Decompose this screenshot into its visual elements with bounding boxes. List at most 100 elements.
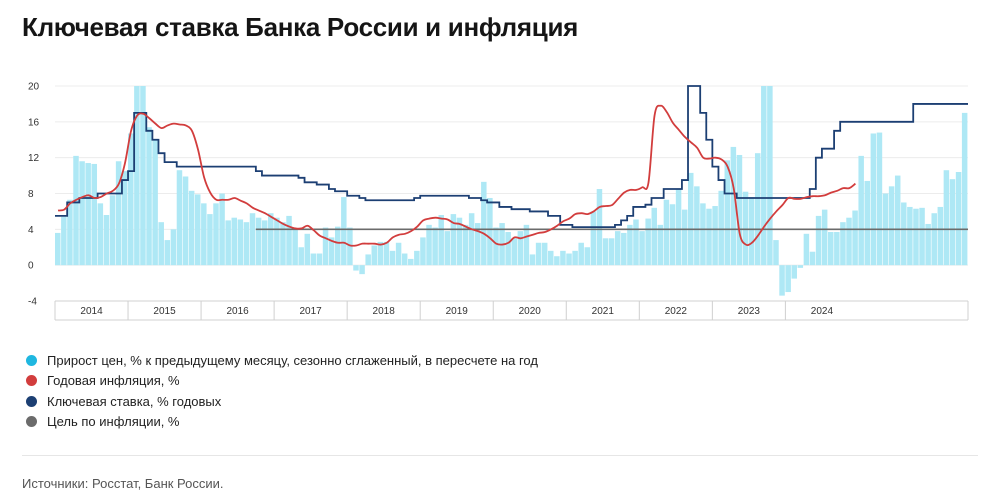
- bar: [742, 191, 749, 266]
- bar: [870, 133, 877, 266]
- bar: [493, 227, 499, 266]
- bar: [724, 160, 731, 266]
- bar: [633, 219, 639, 266]
- x-tick-label: 2020: [519, 306, 542, 317]
- bar: [298, 247, 304, 266]
- bar: [608, 238, 615, 266]
- bar: [487, 197, 493, 266]
- y-axis: -4 0 4 8 12 16 20: [28, 82, 40, 308]
- legend-dot-keyrate: [26, 395, 37, 407]
- legend-dot-monthly: [26, 354, 37, 366]
- bar: [474, 223, 481, 266]
- bar: [115, 161, 122, 266]
- bar: [237, 219, 244, 266]
- bar: [255, 217, 262, 266]
- bar: [280, 222, 286, 266]
- bar: [779, 265, 785, 296]
- bar: [688, 172, 694, 266]
- bar: [700, 203, 706, 266]
- bar: [55, 232, 61, 266]
- bar: [207, 214, 213, 266]
- bar: [669, 204, 676, 266]
- y-tick-label: 8: [28, 189, 34, 200]
- bar: [694, 186, 700, 266]
- bar: [535, 242, 542, 266]
- y-tick-label: 12: [28, 153, 40, 164]
- y-tick-label: 16: [28, 117, 40, 128]
- bar: [170, 229, 177, 266]
- bar: [578, 242, 584, 266]
- x-tick-label: 2019: [446, 306, 469, 317]
- bar: [505, 232, 511, 266]
- bar: [657, 224, 664, 266]
- bar: [888, 186, 895, 266]
- bar: [931, 213, 937, 266]
- bar: [706, 208, 712, 266]
- key-rate-line: [55, 85, 968, 228]
- bar: [328, 237, 335, 266]
- legend-item-monthly: Прирост цен, % к предыдущему месяцу, сез…: [26, 350, 538, 371]
- bar: [194, 194, 201, 266]
- bar: [292, 229, 298, 266]
- bar: [408, 258, 414, 266]
- bar: [347, 227, 353, 266]
- bar: [809, 251, 816, 266]
- bar: [961, 112, 968, 266]
- bar: [128, 133, 134, 266]
- bar: [858, 155, 864, 266]
- bar: [523, 224, 530, 266]
- bar: [176, 170, 183, 266]
- bar: [152, 138, 158, 266]
- bar: [274, 217, 280, 266]
- bar: [712, 206, 718, 266]
- bar: [748, 197, 755, 266]
- bar: [201, 203, 207, 266]
- legend: Прирост цен, % к предыдущему месяцу, сез…: [26, 350, 538, 432]
- bar: [481, 181, 487, 266]
- bar: [73, 155, 79, 266]
- bar: [456, 217, 463, 266]
- bar: [91, 163, 98, 266]
- bar: [548, 250, 554, 266]
- line-series: [55, 85, 968, 247]
- bar: [846, 217, 852, 266]
- bar: [188, 190, 195, 266]
- bar: [420, 237, 426, 266]
- bar: [554, 256, 560, 266]
- x-tick-label: 2021: [592, 306, 615, 317]
- bar: [681, 209, 688, 266]
- bar: [225, 220, 231, 266]
- page-title: Ключевая ставка Банка России и инфляция: [22, 12, 578, 42]
- bar: [541, 242, 548, 266]
- bar: [803, 233, 810, 266]
- x-tick-label: 2023: [738, 306, 761, 317]
- bar: [432, 227, 438, 266]
- bar: [627, 224, 633, 266]
- bar: [663, 199, 670, 266]
- bar: [395, 242, 402, 266]
- bar: [304, 233, 311, 266]
- bar: [353, 265, 359, 271]
- x-axis: 2014 2015 2016 2017 2018 2019 2020 2021 2022 2023…: [54, 300, 969, 321]
- bar: [261, 220, 268, 266]
- bar: [949, 179, 956, 266]
- bar: [164, 240, 171, 266]
- bar: [767, 86, 773, 266]
- bar: [243, 222, 250, 266]
- bar: [730, 146, 737, 266]
- legend-item-inflation: Годовая инфляция, %: [26, 371, 538, 392]
- bar: [572, 250, 578, 266]
- bar: [438, 215, 444, 266]
- bar: [821, 209, 828, 266]
- bar: [864, 180, 871, 266]
- x-tick-label: 2015: [153, 306, 176, 317]
- legend-dot-inflation: [26, 375, 37, 387]
- bar: [675, 189, 682, 266]
- bar: [444, 231, 451, 266]
- legend-label-monthly: Прирост цен, % к предыдущему месяцу, сез…: [47, 352, 538, 368]
- bar: [310, 253, 317, 266]
- bar: [359, 265, 365, 275]
- chart: -4 0 4 8 12 16 20 2014 2015 2016 2017 2018 2019 2020…: [28, 82, 969, 321]
- bar: [566, 253, 572, 266]
- bar: [268, 213, 274, 266]
